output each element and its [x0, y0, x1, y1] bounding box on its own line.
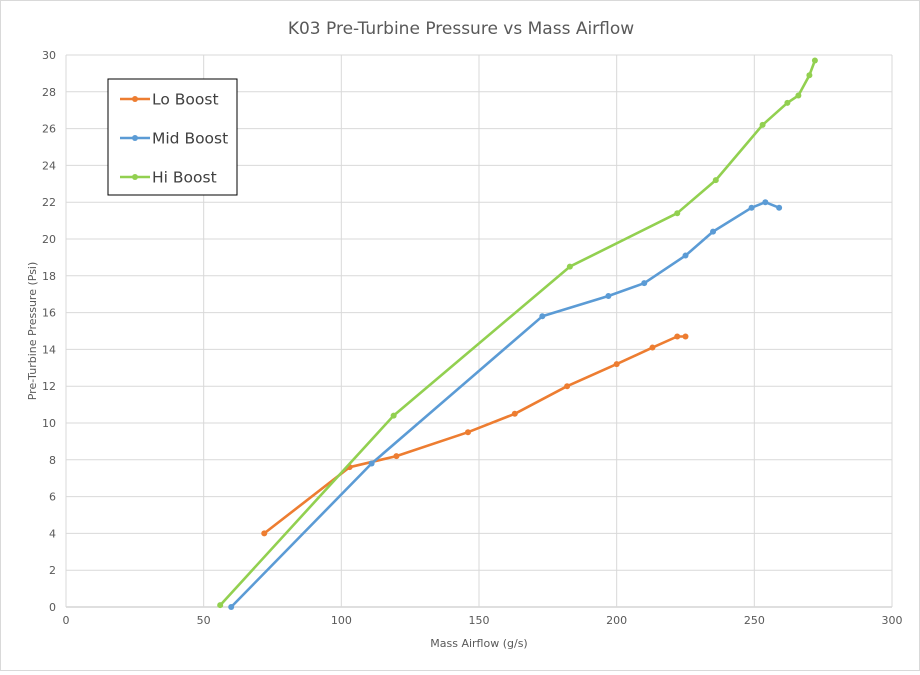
y-tick-label: 8 — [49, 454, 56, 467]
data-point — [806, 72, 813, 79]
data-point — [566, 263, 573, 270]
y-tick-label: 6 — [49, 491, 56, 504]
data-point — [776, 204, 783, 211]
series-hi-boost — [217, 57, 818, 609]
data-point — [682, 333, 689, 340]
x-tick-label: 200 — [606, 614, 627, 627]
series-line — [218, 59, 817, 607]
data-point — [228, 604, 235, 610]
x-tick-label: 50 — [197, 614, 211, 627]
y-tick-label: 10 — [42, 417, 56, 430]
data-point — [393, 453, 400, 460]
y-tick-label: 16 — [42, 307, 56, 320]
series-group — [217, 57, 818, 610]
data-point — [784, 99, 791, 106]
data-point — [390, 412, 397, 419]
data-point — [762, 199, 769, 206]
legend-swatch-marker — [132, 135, 138, 141]
x-tick-label: 300 — [882, 614, 903, 627]
data-point — [759, 121, 766, 128]
y-tick-label: 14 — [42, 343, 56, 356]
y-tick-label: 4 — [49, 527, 56, 540]
data-point — [511, 410, 518, 417]
y-tick-label: 22 — [42, 196, 56, 209]
series-lo-boost — [261, 333, 689, 537]
data-point — [682, 252, 689, 259]
x-axis-ticks: 0 50 100 150 200 250 300 — [63, 614, 903, 627]
gridlines — [65, 54, 893, 608]
y-tick-label: 30 — [42, 49, 56, 62]
y-axis-label: Pre-Turbine Pressure (Psi) — [26, 262, 39, 401]
y-tick-label: 12 — [42, 380, 56, 393]
data-point — [712, 177, 719, 184]
y-tick-label: 24 — [42, 159, 56, 172]
y-tick-label: 0 — [49, 601, 56, 614]
x-tick-label: 150 — [469, 614, 490, 627]
data-point — [613, 361, 620, 368]
legend-swatch-marker — [132, 174, 138, 180]
y-tick-label: 28 — [42, 86, 56, 99]
x-tick-label: 0 — [63, 614, 70, 627]
y-tick-label: 18 — [42, 270, 56, 283]
data-point — [261, 530, 268, 537]
legend: Lo Boost Mid Boost Hi Boost — [107, 78, 238, 196]
series-line — [262, 335, 687, 535]
series-line — [229, 200, 781, 609]
data-point — [710, 228, 717, 235]
data-point — [217, 602, 224, 609]
data-point — [641, 280, 648, 287]
legend-item: Mid Boost — [120, 130, 228, 148]
data-point — [674, 333, 681, 340]
legend-label: Mid Boost — [152, 130, 228, 148]
legend-label: Lo Boost — [152, 91, 219, 109]
legend-label: Hi Boost — [152, 169, 217, 187]
data-point — [649, 344, 656, 351]
legend-swatch-marker — [132, 96, 138, 102]
x-axis-label: Mass Airflow (g/s) — [430, 637, 527, 650]
data-point — [464, 429, 471, 436]
data-point — [748, 204, 755, 211]
data-point — [811, 57, 818, 64]
y-tick-label: 20 — [42, 233, 56, 246]
data-point — [795, 92, 802, 99]
series-mid-boost — [228, 199, 783, 610]
x-tick-label: 100 — [331, 614, 352, 627]
chart-title: K03 Pre-Turbine Pressure vs Mass Airflow — [288, 19, 634, 39]
y-tick-label: 26 — [42, 123, 56, 136]
data-point — [674, 210, 681, 217]
data-point — [539, 313, 546, 320]
data-point — [605, 293, 612, 300]
y-tick-label: 2 — [49, 564, 56, 577]
data-point — [368, 460, 375, 467]
legend-item: Lo Boost — [120, 91, 219, 109]
legend-item: Hi Boost — [120, 169, 217, 187]
data-point — [564, 383, 571, 390]
x-tick-label: 250 — [744, 614, 765, 627]
